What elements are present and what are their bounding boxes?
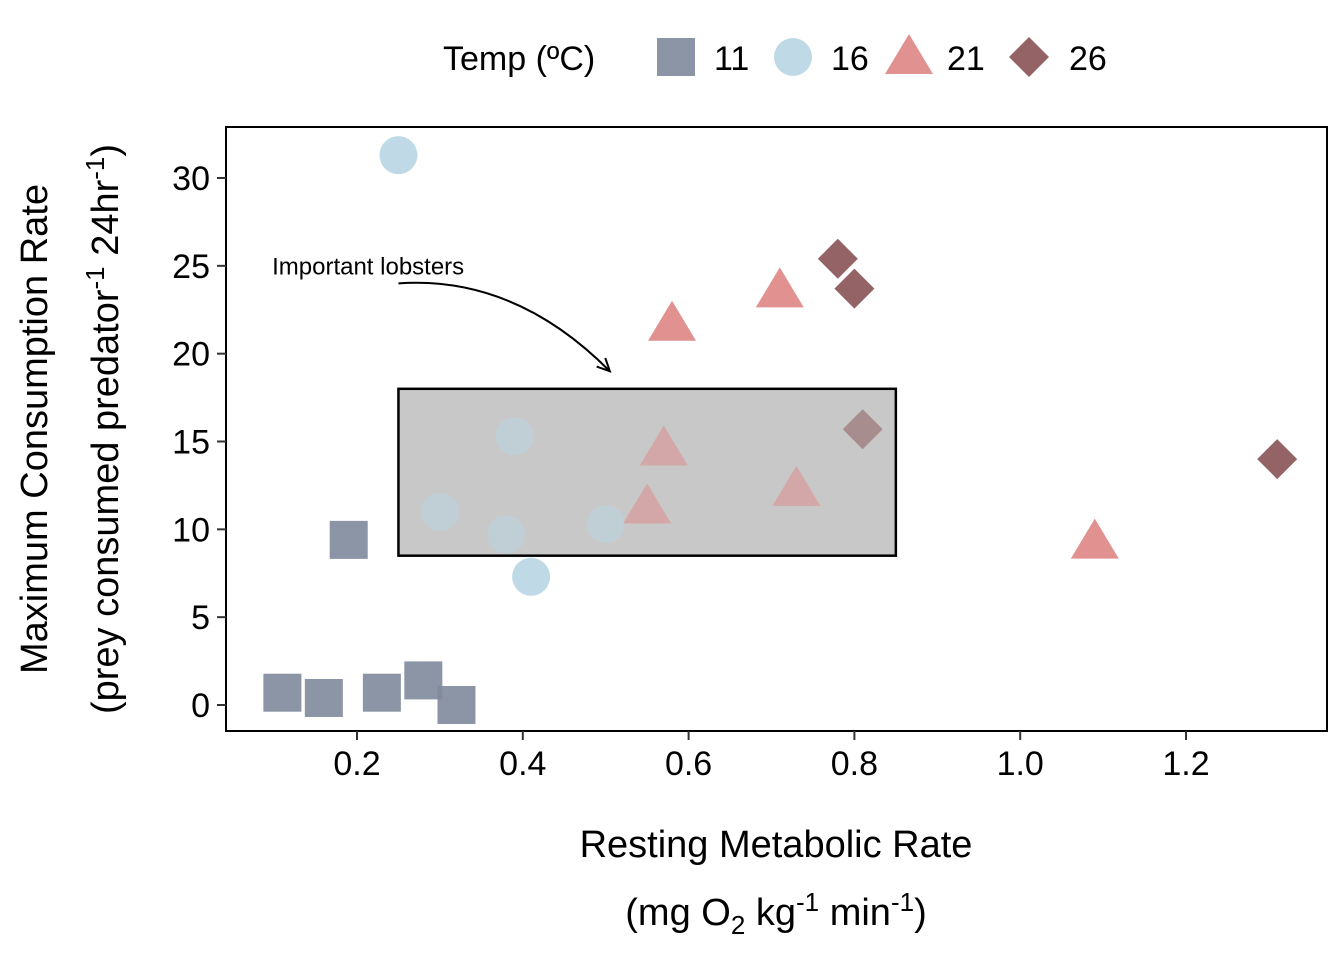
- point-21-1: [639, 425, 688, 466]
- point-16-0: [379, 136, 418, 175]
- legend-key-21: [885, 34, 933, 74]
- legend-label-21: 21: [947, 40, 985, 78]
- point-26-1: [834, 268, 875, 309]
- legend-label-11: 11: [714, 40, 749, 78]
- point-21-2: [648, 300, 697, 341]
- y-tick-label: 30: [172, 160, 210, 198]
- x-tick-label: 1.0: [997, 745, 1044, 783]
- point-11-0: [263, 673, 302, 712]
- series-16: [379, 136, 625, 596]
- legend: Temp (ºC) 11 16 21 26: [443, 34, 1107, 78]
- x-tick-label: 0.4: [499, 745, 546, 783]
- y-tick-label: 0: [191, 687, 210, 725]
- plot-panel: Important lobsters: [225, 126, 1328, 732]
- y-axis: 0 5 10 15 20 25 30: [172, 160, 226, 725]
- legend-key-11: [657, 38, 695, 76]
- point-16-1: [420, 492, 459, 531]
- highlight-box: [397, 387, 898, 557]
- y-axis-title-unit: (prey consumed predator-1 24hr-1): [80, 144, 127, 714]
- legend-item-21: 21: [885, 34, 985, 78]
- y-axis-title: Maximum Consumption Rate (prey consumed …: [14, 144, 127, 714]
- legend-title: Temp (ºC): [443, 40, 595, 78]
- point-21-0: [623, 483, 672, 524]
- point-11-1: [304, 678, 343, 717]
- y-tick-label: 15: [172, 424, 210, 462]
- x-tick-label: 1.2: [1162, 745, 1209, 783]
- series-21: [623, 267, 1119, 559]
- overlay-layer: Important lobsters: [272, 253, 898, 557]
- legend-item-26: 26: [1009, 37, 1107, 78]
- legend-label-16: 16: [831, 40, 869, 78]
- legend-key-16: [774, 38, 812, 76]
- y-tick-label: 5: [191, 599, 210, 637]
- annotation-layer: [398, 388, 896, 556]
- x-tick-label: 0.2: [333, 745, 380, 783]
- point-26-0: [817, 238, 858, 279]
- x-axis-title-main: Resting Metabolic Rate: [580, 824, 973, 866]
- x-tick-label: 0.6: [665, 745, 712, 783]
- point-21-3: [755, 267, 804, 308]
- x-axis: 0.2 0.4 0.6 0.8 1.0 1.2: [333, 731, 1210, 783]
- point-11-5: [437, 686, 476, 724]
- annotation-label: Important lobsters: [272, 253, 464, 280]
- y-tick-label: 20: [172, 336, 210, 374]
- plot-border: [225, 126, 1328, 732]
- legend-key-26: [1009, 37, 1049, 77]
- x-tick-label: 0.8: [831, 745, 878, 783]
- legend-item-16: 16: [774, 38, 869, 78]
- legend-label-26: 26: [1069, 40, 1107, 78]
- point-21-5: [1070, 518, 1119, 559]
- x-axis-title: Resting Metabolic Rate (mg O2 kg-1 min-1…: [580, 824, 973, 940]
- point-16-5: [586, 505, 625, 544]
- point-16-2: [487, 515, 526, 554]
- series-11: [263, 520, 476, 724]
- point-16-3: [495, 417, 534, 456]
- y-axis-title-main: Maximum Consumption Rate: [14, 184, 56, 674]
- points-layer: [263, 136, 1298, 724]
- highlight-box-fill: [398, 388, 896, 556]
- annotation-arrowhead: [596, 357, 612, 373]
- y-tick-label: 25: [172, 248, 210, 286]
- series-26: [817, 238, 1298, 480]
- legend-items: 11 16 21 26: [657, 34, 1107, 78]
- y-tick-label: 10: [172, 511, 210, 549]
- point-21-4: [772, 465, 821, 506]
- point-26-3: [1257, 439, 1298, 480]
- point-16-4: [512, 557, 551, 596]
- legend-item-11: 11: [657, 38, 749, 78]
- annotation-arrow: [398, 281, 611, 372]
- point-11-2: [329, 520, 368, 559]
- point-11-4: [404, 661, 443, 700]
- x-axis-title-unit: (mg O2 kg-1 min-1): [625, 887, 926, 940]
- point-26-2: [842, 409, 883, 450]
- point-11-3: [362, 673, 401, 712]
